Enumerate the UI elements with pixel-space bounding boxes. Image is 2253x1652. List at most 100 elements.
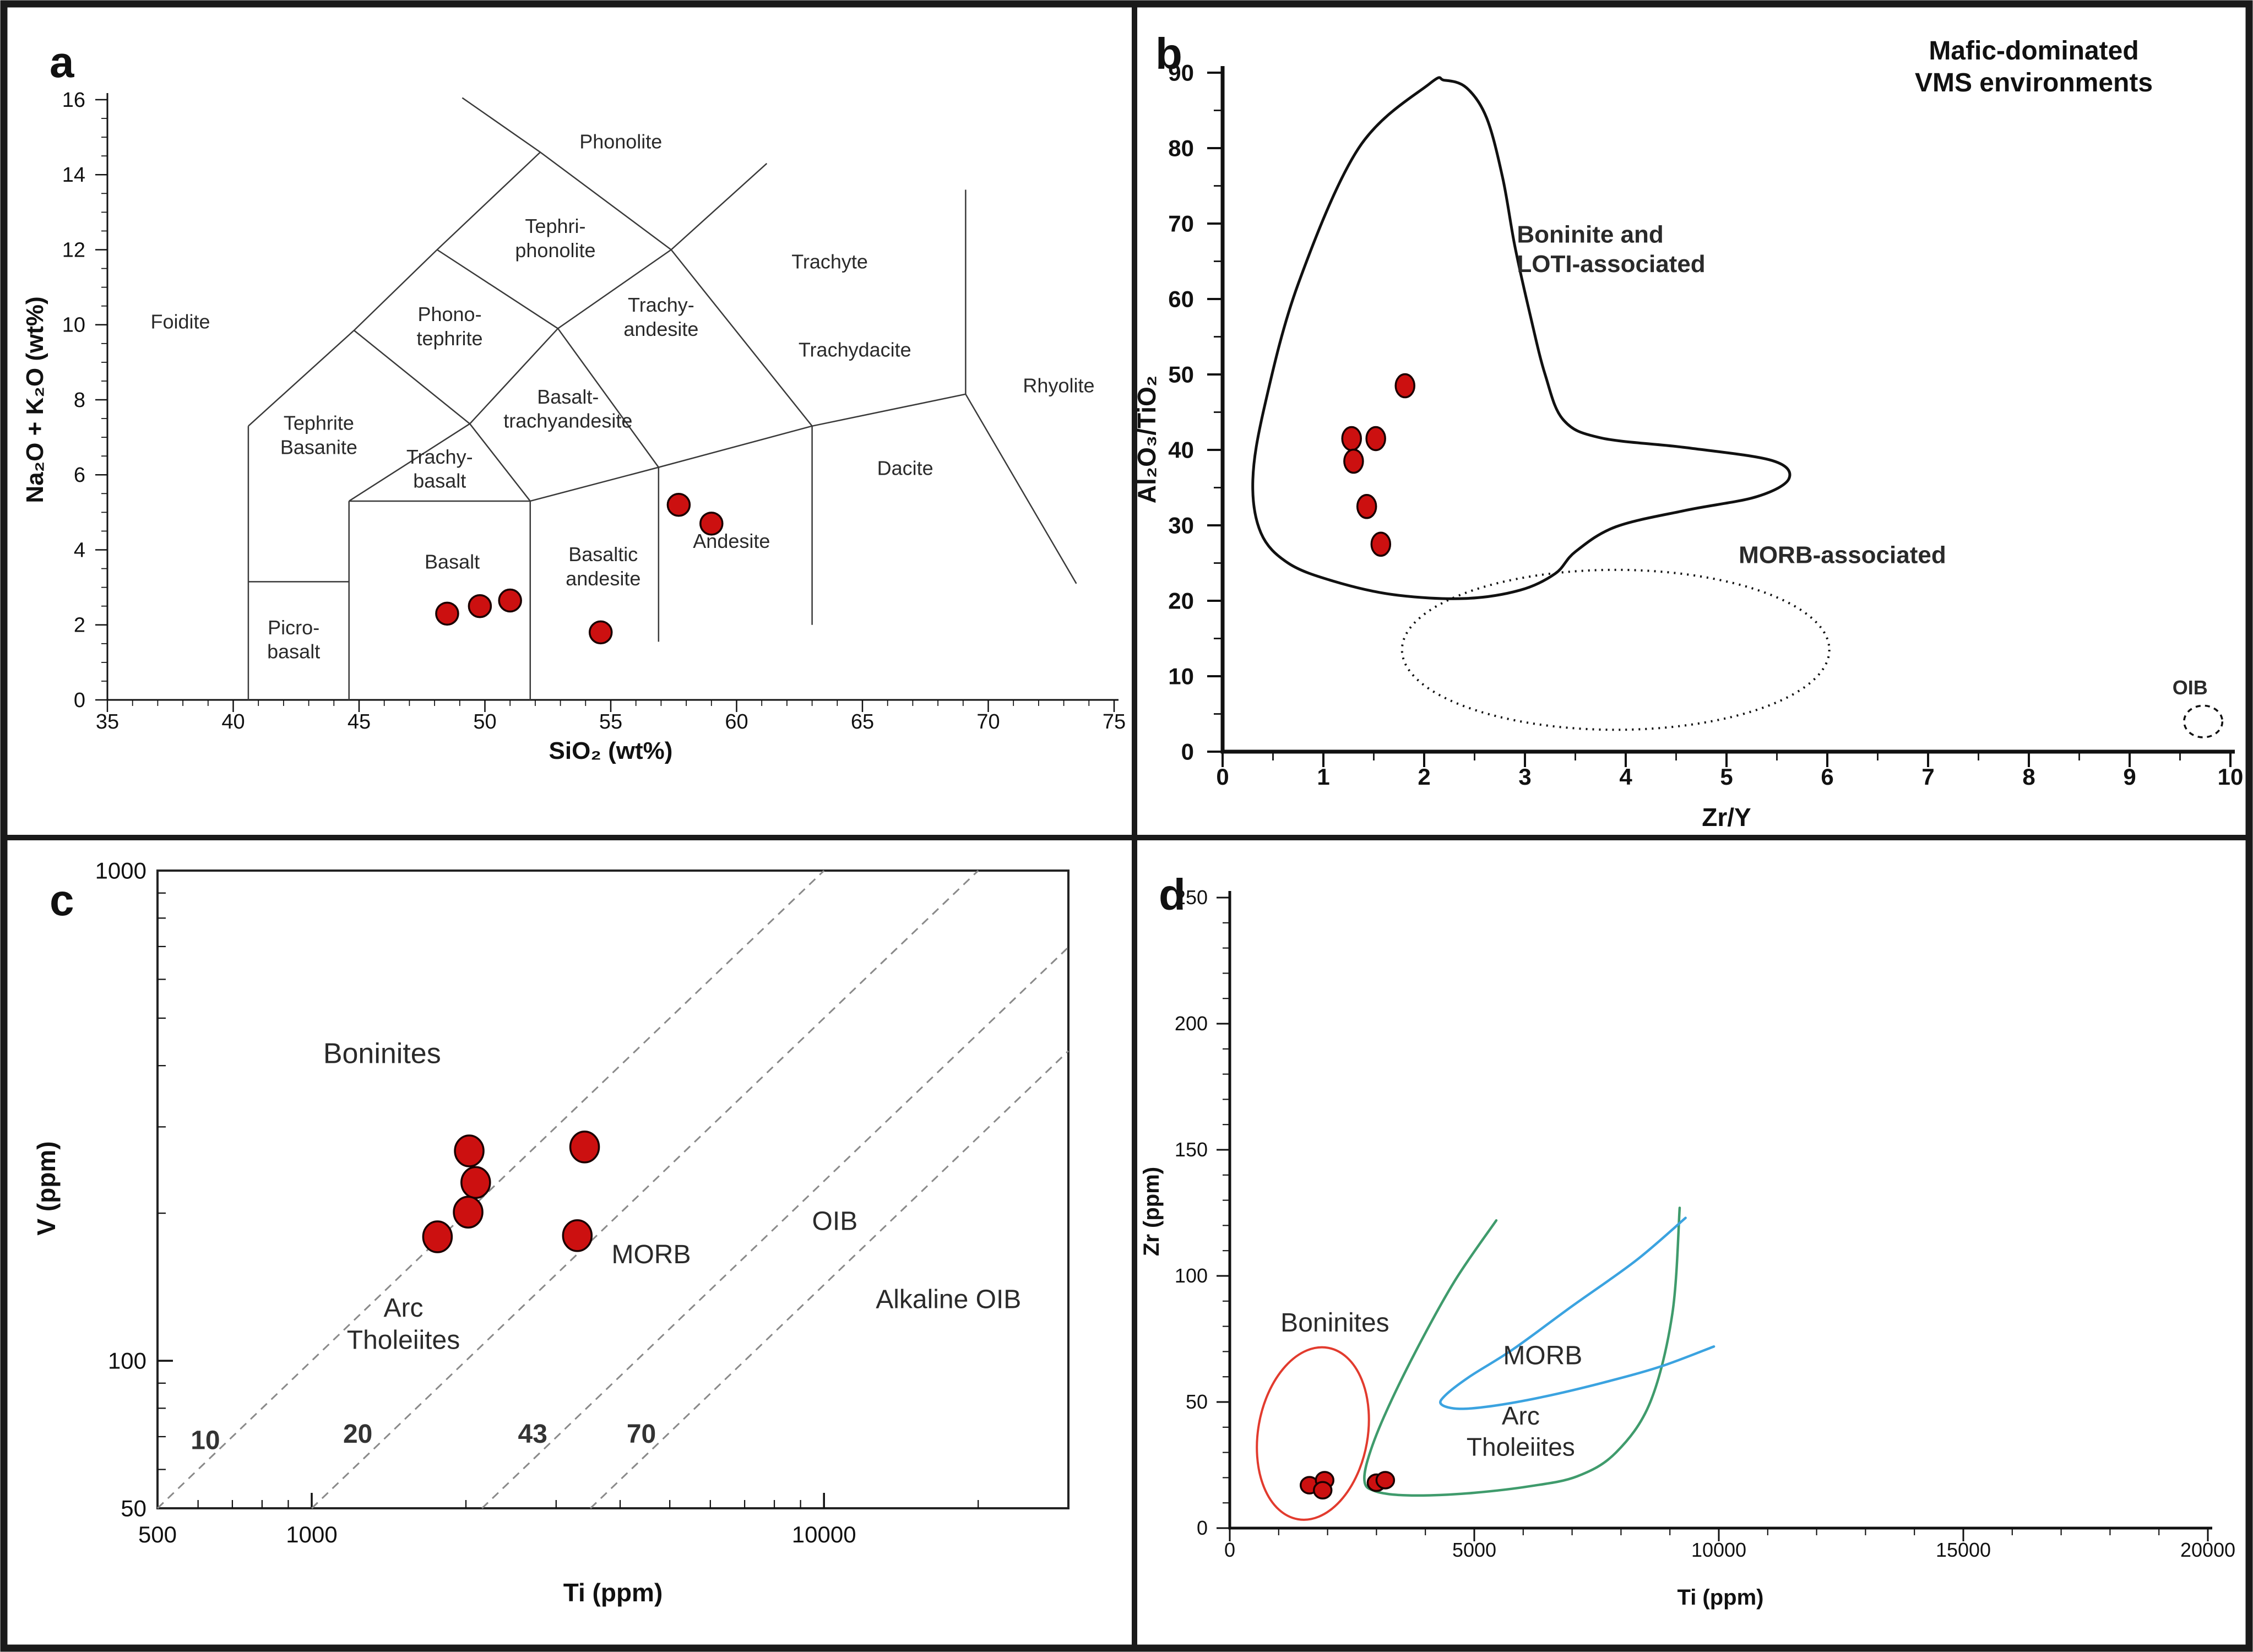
y-axis-title: Al₂O₃/TiO₂: [1132, 376, 1161, 504]
y-axis-title: V (ppm): [32, 1141, 61, 1235]
x-tick-label: 1000: [286, 1521, 337, 1547]
field-label: Phono-: [417, 303, 481, 325]
panel-letter-d: d: [1159, 870, 1186, 919]
ratio-line-10: [156, 870, 825, 1509]
data-point: [454, 1134, 485, 1167]
x-tick-label: 65: [851, 710, 874, 733]
x-tick-label: 75: [1103, 710, 1126, 733]
field-label: Picro-: [268, 616, 319, 639]
data-point: [498, 588, 522, 613]
field-label: andesite: [566, 567, 640, 590]
ratio-line-label: 20: [343, 1420, 372, 1449]
data-point: [453, 1195, 484, 1229]
y-tick-label: 8: [74, 389, 85, 412]
y-tick-label: 10: [1168, 663, 1194, 689]
y-tick-label: 150: [1175, 1138, 1208, 1161]
field-label: LOTI-associated: [1517, 251, 1705, 278]
axis-lines: [1220, 66, 2235, 754]
y-tick-label: 100: [108, 1347, 146, 1373]
field-label: Trachy-: [628, 294, 694, 316]
field-label: Boninite and: [1517, 221, 1663, 248]
oib-ellipse: [2183, 704, 2224, 738]
data-point: [435, 601, 459, 626]
field-label: Tephri-: [525, 215, 585, 237]
field-label: Basanite: [280, 436, 357, 458]
y-tick-label: 40: [1168, 437, 1194, 463]
ratio-line-label: 70: [627, 1420, 656, 1449]
x-tick-label: 10000: [1691, 1539, 1746, 1561]
field-boundary-line: [354, 329, 470, 425]
y-tick-label: 90: [1168, 59, 1194, 85]
x-tick-label: 70: [976, 710, 1000, 733]
boninite-loti-outline: [1251, 76, 1791, 600]
y-tick-label: 6: [74, 464, 85, 487]
x-tick-label: 15000: [1936, 1539, 1991, 1561]
x-tick-label: 5000: [1452, 1539, 1496, 1561]
y-tick-label: 50: [1186, 1390, 1208, 1413]
panel-letter-b: b: [1155, 29, 1182, 78]
y-tick-label: 2: [74, 614, 85, 637]
field-label: Basalt: [425, 551, 480, 573]
field-label: OIB: [812, 1207, 858, 1236]
axis-frame: [156, 870, 1070, 1509]
field-label: Basaltic: [568, 543, 638, 566]
x-tick-label: 10: [2218, 764, 2244, 790]
y-tick-label: 30: [1168, 512, 1194, 538]
y-tick-label: 10: [62, 314, 85, 337]
field-label: MORB: [611, 1240, 691, 1269]
x-tick-label: 1: [1317, 764, 1329, 790]
data-point: [1341, 426, 1362, 452]
y-tick-label: 50: [1168, 361, 1194, 387]
y-tick-label: 14: [62, 164, 85, 187]
ratio-line-43: [481, 947, 1070, 1509]
panel-b-plot: [1207, 66, 2235, 767]
field-label: Phonolite: [579, 131, 662, 153]
field-boundary-line: [248, 151, 541, 427]
y-tick-label: 70: [1168, 210, 1194, 236]
x-tick-label: 60: [725, 710, 748, 733]
ratio-line-label: 10: [191, 1426, 220, 1455]
morb-ellipse: [1400, 568, 1831, 731]
x-tick-label: 7: [1921, 764, 1934, 790]
x-tick-label: 0: [1216, 764, 1229, 790]
y-tick-label: 60: [1168, 286, 1194, 312]
data-point: [460, 1166, 491, 1199]
data-point: [699, 512, 724, 536]
y-axis-title: Zr (ppm): [1139, 1167, 1164, 1256]
field-label: Basalt-: [537, 385, 599, 408]
panel-d-plot: [1217, 891, 2212, 1541]
data-point: [1370, 531, 1392, 557]
field-label: Boninites: [323, 1037, 441, 1069]
x-tick-label: 5: [1720, 764, 1733, 790]
field-label: basalt: [413, 470, 466, 492]
y-tick-label: 100: [1175, 1264, 1208, 1287]
x-tick-label: 8: [2022, 764, 2035, 790]
x-tick-label: 6: [1821, 764, 1833, 790]
data-point: [1343, 448, 1364, 474]
x-tick-label: 10000: [792, 1521, 856, 1547]
field-label: Trachydacite: [799, 339, 911, 361]
field-boundary-line: [812, 393, 1077, 584]
y-tick-label: 50: [121, 1495, 146, 1521]
x-tick-label: 45: [348, 710, 371, 733]
x-tick-label: 20000: [2180, 1539, 2235, 1561]
x-tick-label: 9: [2123, 764, 2136, 790]
field-label: phonolite: [515, 239, 595, 262]
data-point: [562, 1219, 593, 1252]
ratio-line-20: [311, 870, 979, 1509]
data-point: [468, 594, 492, 618]
y-tick-label: 200: [1175, 1012, 1208, 1035]
x-tick-label: 40: [221, 710, 245, 733]
panel-letter-a: a: [50, 37, 74, 86]
boninites-ellipse: [1256, 1346, 1370, 1521]
data-point: [1394, 373, 1415, 399]
x-axis-title: SiO₂ (wt%): [549, 737, 673, 764]
field-label: Trachyte: [791, 251, 868, 273]
x-tick-label: 35: [96, 710, 119, 733]
x-tick-label: 3: [1518, 764, 1531, 790]
field-label: Dacite: [877, 457, 933, 479]
field-label: tephrite: [416, 327, 482, 350]
data-point: [588, 620, 613, 645]
field-label: andesite: [623, 318, 698, 340]
ratio-line-label: 43: [518, 1420, 547, 1449]
